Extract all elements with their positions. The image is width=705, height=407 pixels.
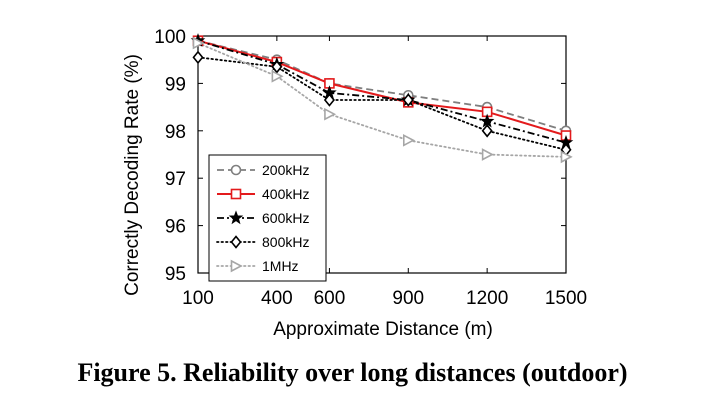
x-tick-label: 100	[182, 288, 214, 309]
legend-marker	[228, 210, 244, 225]
data-point-1mhz	[324, 107, 337, 121]
series-line-1mhz	[197, 42, 567, 158]
data-point-800khz	[271, 60, 283, 74]
x-tick-label: 400	[261, 288, 293, 309]
data-point-800khz	[402, 93, 414, 107]
y-tick-label: 99	[165, 74, 186, 95]
data-point-1mhz	[481, 148, 494, 161]
y-tick-label: 98	[165, 122, 186, 143]
y-axis-label: Correctly Decoding Rate (%)	[122, 54, 143, 296]
x-axis-label: Approximate Distance (m)	[273, 319, 493, 340]
data-point-800khz	[481, 124, 493, 138]
x-tick-label: 900	[392, 288, 424, 309]
data-point-1mhz	[271, 69, 284, 83]
data-point-1mhz	[192, 36, 205, 50]
y-tick-label: 95	[165, 264, 186, 285]
legend-marker	[230, 235, 242, 249]
legend-label: 800kHz	[262, 234, 309, 250]
data-point-800khz	[192, 50, 204, 65]
data-point-600khz	[479, 113, 495, 128]
series-line-200khz	[197, 39, 567, 132]
legend-marker	[230, 188, 242, 200]
line-chart: 100 400 600 900 1200 1500 95 96 97 98 99 100 200kH…	[122, 27, 587, 340]
series-line-800khz	[197, 56, 567, 151]
figure-caption: Figure 5. Reliability over long distance…	[77, 358, 628, 387]
legend-label: 200kHz	[262, 162, 309, 178]
y-tick-label: 100	[154, 27, 186, 48]
x-tick-label: 600	[314, 288, 346, 309]
legend-label: 400kHz	[262, 186, 309, 202]
x-tick-label: 1200	[466, 288, 508, 309]
series-line-600khz	[197, 39, 567, 144]
legend-marker	[230, 259, 243, 273]
data-point-800khz	[323, 93, 335, 107]
series-line-400khz	[197, 39, 567, 137]
x-tick-label: 1500	[545, 288, 587, 309]
y-tick-label: 97	[165, 169, 186, 190]
data-point-1mhz	[402, 133, 416, 147]
legend-marker	[230, 164, 242, 176]
legend-label: 1MHz	[262, 258, 299, 274]
y-tick-label: 96	[165, 217, 186, 238]
legend-label: 600kHz	[262, 210, 309, 226]
data-point-1mhz	[560, 150, 573, 164]
